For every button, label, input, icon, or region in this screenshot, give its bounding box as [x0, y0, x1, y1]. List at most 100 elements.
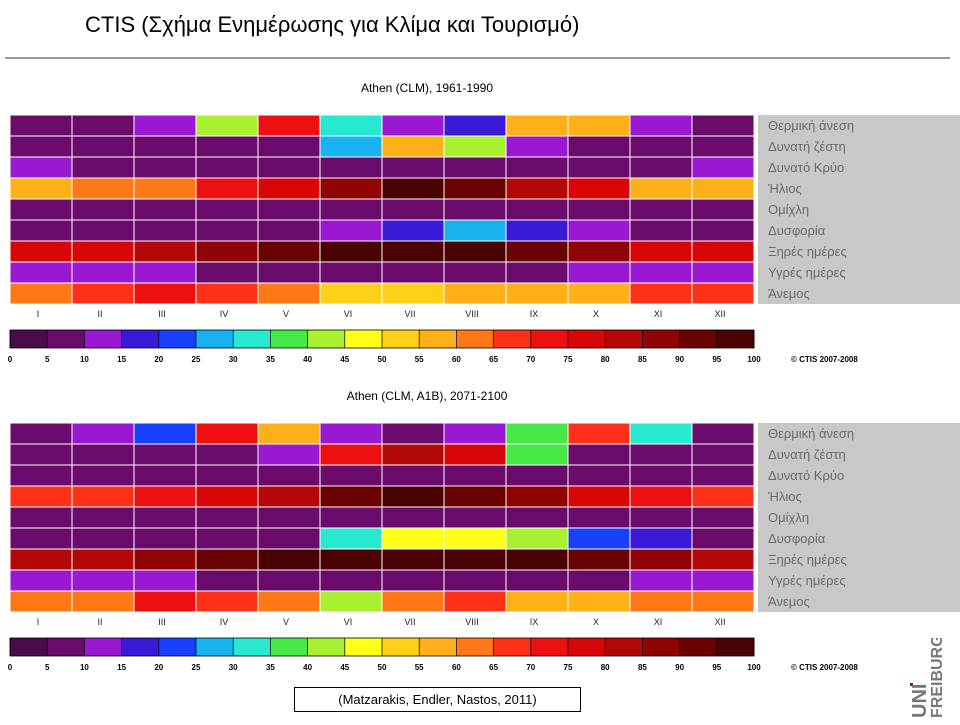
colorbar-tick-label: 45	[340, 355, 349, 364]
heatmap-cell	[133, 156, 197, 179]
heatmap-cell	[9, 156, 73, 179]
heatmap-cell	[133, 590, 197, 613]
heatmap-cell	[71, 135, 135, 158]
month-label: IX	[530, 309, 539, 319]
chart-title: Athen (CLM), 1961-1990	[361, 81, 493, 95]
heatmap-cell	[443, 198, 507, 221]
heatmap-cell	[133, 443, 197, 466]
heatmap-cell	[567, 261, 631, 284]
heatmap-cell	[691, 261, 755, 284]
heatmap-cell	[381, 485, 445, 508]
colorbar-segment	[10, 330, 48, 348]
heatmap-cell	[629, 443, 693, 466]
heatmap-cell	[629, 198, 693, 221]
colorbar-segment	[84, 638, 123, 656]
heatmap-cell	[195, 548, 259, 571]
colorbar-tick-label: 15	[117, 663, 126, 672]
heatmap-cell	[691, 282, 755, 305]
colorbar-tick-label: 25	[192, 663, 201, 672]
heatmap-cell	[257, 114, 321, 137]
row-label: Υγρές ημέρες	[768, 265, 846, 280]
colorbar-segment	[642, 330, 681, 348]
heatmap-cell	[381, 198, 445, 221]
heatmap-cell	[71, 198, 135, 221]
heatmap-cell	[567, 156, 631, 179]
heatmap-cell	[567, 282, 631, 305]
copyright-text: © CTIS 2007-2008	[791, 663, 858, 672]
colorbar-segment	[456, 638, 495, 656]
heatmap-cell	[9, 114, 73, 137]
heatmap-cell	[257, 156, 321, 179]
row-label: Ήλιος	[767, 489, 802, 504]
heatmap-cell	[71, 240, 135, 263]
heatmap-cell	[319, 177, 383, 200]
heatmap-cell	[443, 422, 507, 445]
heatmap-cell	[133, 485, 197, 508]
colorbar-segment	[270, 330, 309, 348]
heatmap-cell	[443, 177, 507, 200]
heatmap-cell	[257, 506, 321, 529]
heatmap-cell	[691, 527, 755, 550]
heatmap-cell	[133, 261, 197, 284]
heatmap-cell	[257, 261, 321, 284]
heatmap-cell	[9, 422, 73, 445]
heatmap-cell	[133, 464, 197, 487]
heatmap-cell	[133, 219, 197, 242]
colorbar-tick-label: 30	[229, 663, 238, 672]
heatmap-cell	[505, 282, 569, 305]
month-label: VI	[344, 309, 353, 319]
heatmap-cell	[691, 177, 755, 200]
heatmap-cell	[567, 590, 631, 613]
row-label: Θερμική άνεση	[768, 118, 854, 133]
colorbar-tick-label: 70	[526, 355, 535, 364]
heatmap-cell	[71, 282, 135, 305]
heatmap-cell	[319, 422, 383, 445]
heatmap-cell	[443, 261, 507, 284]
heatmap-cell	[319, 548, 383, 571]
heatmap-cell	[133, 422, 197, 445]
heatmap-cell	[629, 422, 693, 445]
colorbar-segment	[419, 330, 457, 348]
month-label: II	[97, 617, 102, 627]
colorbar-tick-label: 25	[192, 355, 201, 364]
heatmap-cell	[443, 219, 507, 242]
colorbar-segment	[196, 330, 234, 348]
heatmap-cell	[381, 156, 445, 179]
colorbar-tick-label: 50	[378, 663, 387, 672]
heatmap-cell	[505, 485, 569, 508]
colorbar-tick-label: 60	[452, 663, 461, 672]
heatmap-cell	[257, 485, 321, 508]
colorbar-tick-label: 70	[526, 663, 535, 672]
row-label: Ομίχλη	[768, 202, 809, 217]
month-label: XII	[714, 309, 725, 319]
colorbar-tick-label: 0	[8, 355, 13, 364]
heatmap-chart-1961-1990: Athen (CLM), 1961-1990 Θερμική άνεση Δυνατ…	[8, 81, 960, 364]
heatmap-cell	[71, 219, 135, 242]
colorbar-tick-label: 85	[638, 355, 647, 364]
colorbar-segment	[679, 638, 718, 656]
heatmap-cell	[381, 443, 445, 466]
colorbar-tick-label: 55	[415, 355, 424, 364]
colorbar-segment	[605, 638, 643, 656]
colorbar-tick-label: 10	[80, 663, 89, 672]
heatmap-cell	[9, 590, 73, 613]
heatmap-cell	[381, 240, 445, 263]
heatmap-cell	[257, 198, 321, 221]
heatmap-cell	[71, 464, 135, 487]
heatmap-cell	[691, 422, 755, 445]
heatmap-cell	[381, 282, 445, 305]
colorbar-tick-label: 40	[303, 355, 312, 364]
row-label: Υγρές ημέρες	[768, 573, 846, 588]
colorbar-segment	[382, 638, 420, 656]
heatmap-cell	[257, 282, 321, 305]
heatmap-cell	[505, 506, 569, 529]
heatmap-cell	[567, 114, 631, 137]
colorbar-segment	[568, 638, 606, 656]
heatmap-cell	[195, 527, 259, 550]
heatmap-cell	[319, 464, 383, 487]
heatmap-cell	[257, 219, 321, 242]
colorbar-segment	[270, 638, 309, 656]
colorbar-segment	[530, 638, 569, 656]
colorbar-tick-label: 35	[266, 663, 275, 672]
heatmap-cell	[443, 506, 507, 529]
